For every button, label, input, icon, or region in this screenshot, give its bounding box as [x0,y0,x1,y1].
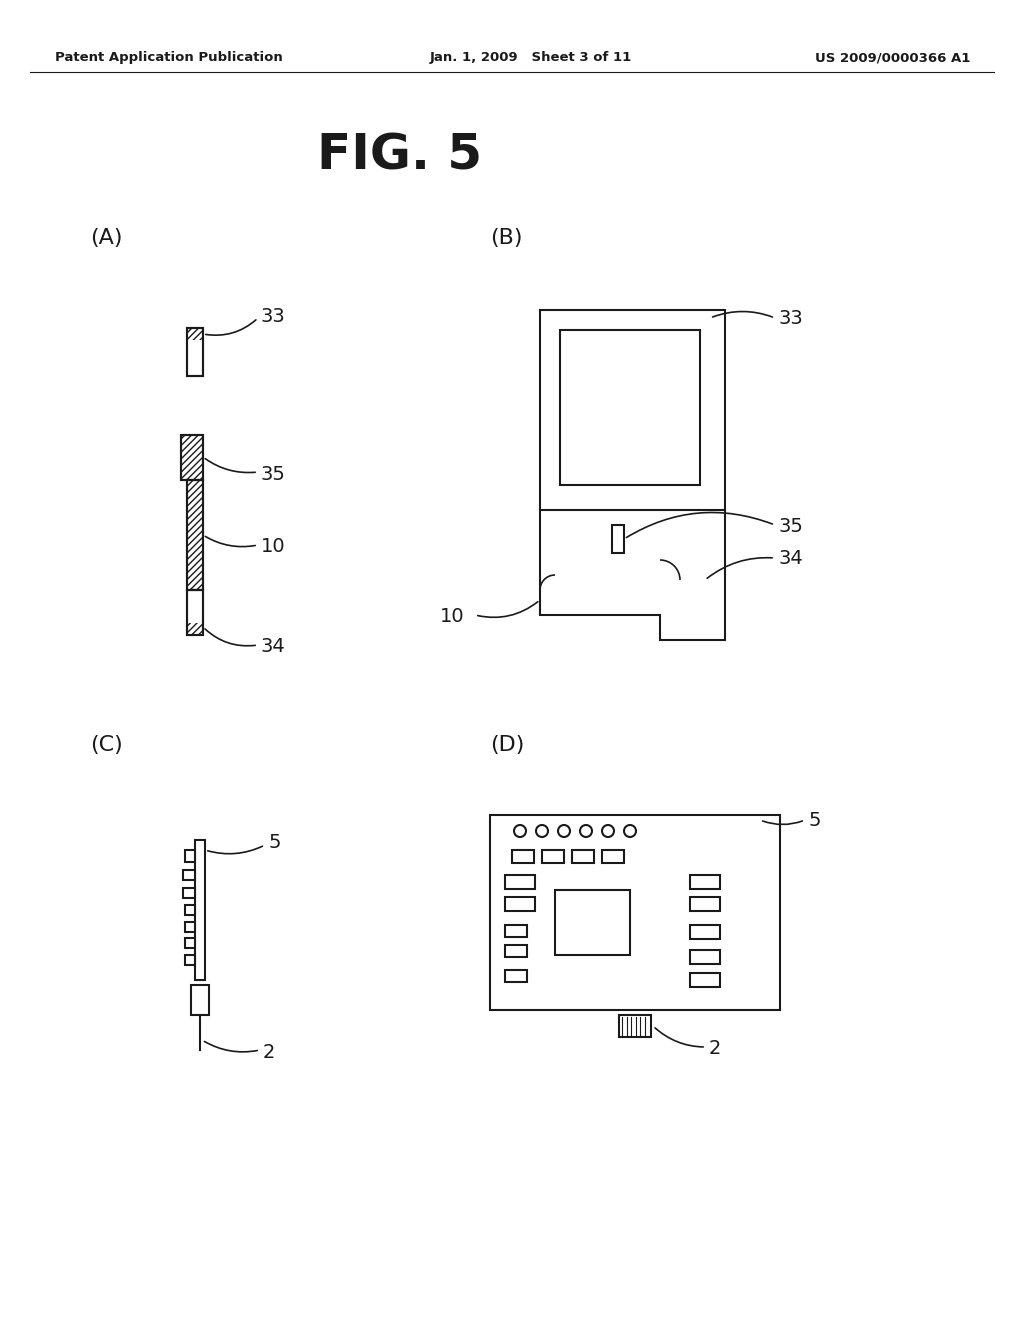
Bar [690,875,720,888]
Bar [690,973,720,987]
Bar [618,1015,651,1038]
Bar [490,814,780,1010]
Circle shape [514,825,526,837]
Text: 10: 10 [440,607,465,627]
Text: (B): (B) [490,228,522,248]
Circle shape [536,825,548,837]
Bar [187,480,203,590]
Bar [572,850,594,863]
Polygon shape [540,310,725,640]
Text: 35: 35 [778,517,803,536]
Circle shape [558,825,570,837]
Bar [690,950,720,964]
Text: 5: 5 [268,833,281,853]
Bar [191,985,209,1015]
Bar [512,850,534,863]
Text: (C): (C) [90,735,123,755]
Bar [185,939,195,948]
Bar [187,590,203,635]
Text: FIG. 5: FIG. 5 [317,131,482,180]
Circle shape [602,825,614,837]
Bar [185,921,195,932]
Bar [505,898,535,911]
Bar [187,327,203,376]
Bar [187,480,203,590]
Bar [690,925,720,939]
Bar [185,850,195,862]
Bar [505,945,527,957]
Circle shape [580,825,592,837]
Text: 10: 10 [261,537,286,557]
Bar [187,623,203,635]
Circle shape [624,825,636,837]
Bar [612,525,624,553]
Bar [183,870,195,880]
Bar [183,888,195,898]
Bar [505,925,527,937]
Bar [555,890,630,954]
Bar [195,840,205,979]
Bar [560,330,700,484]
Bar [542,850,564,863]
Bar [187,590,203,635]
Text: 33: 33 [778,309,803,327]
Bar [505,875,535,888]
Bar [181,436,203,480]
Text: US 2009/0000366 A1: US 2009/0000366 A1 [815,51,970,65]
Text: (A): (A) [90,228,123,248]
Text: 34: 34 [778,549,803,568]
Text: 35: 35 [261,465,286,483]
Bar [185,954,195,965]
Text: 34: 34 [261,638,286,656]
Text: Jan. 1, 2009   Sheet 3 of 11: Jan. 1, 2009 Sheet 3 of 11 [430,51,632,65]
Text: 2: 2 [709,1040,721,1059]
Text: 2: 2 [263,1043,275,1061]
Bar [602,850,624,863]
Bar [505,970,527,982]
Bar [181,436,203,480]
Text: (D): (D) [490,735,524,755]
Text: Patent Application Publication: Patent Application Publication [55,51,283,65]
Text: 5: 5 [808,810,820,829]
Bar [690,898,720,911]
Bar [187,327,203,341]
Text: 33: 33 [261,306,286,326]
Bar [185,906,195,915]
Bar [187,327,203,376]
